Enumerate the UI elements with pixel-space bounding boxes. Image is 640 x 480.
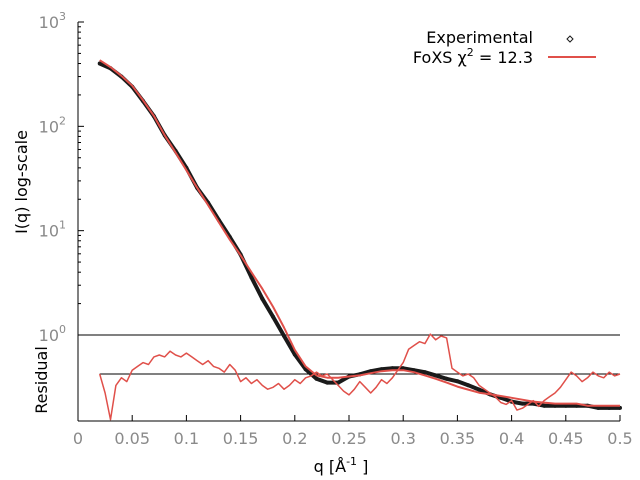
experimental-point [553, 403, 557, 408]
legend-fit-prefix: FoXS χ [413, 48, 467, 67]
experimental-point [271, 314, 276, 319]
legend-fit-sup: 2 [467, 46, 474, 59]
y-tick-exponent: 0 [59, 323, 66, 336]
y-tick-base: 10 [39, 13, 59, 32]
fit-curve [99, 59, 620, 407]
experimental-point [292, 352, 297, 357]
y-tick-base: 10 [39, 117, 59, 136]
x-axis-label: q [Å-1 ] [314, 455, 369, 476]
experimental-point [542, 403, 547, 408]
x-tick-label: 0.45 [548, 429, 584, 448]
experimental-point [314, 376, 319, 381]
y-tick-exponent: 1 [59, 219, 66, 232]
legend: Experimental FoXS χ2 = 12.3 [413, 28, 596, 67]
x-tick-label: 0.4 [499, 429, 524, 448]
x-tick-label: 0.3 [390, 429, 415, 448]
axes [77, 21, 621, 422]
experimental-point [477, 387, 482, 392]
experimental-point [520, 401, 525, 406]
x-tick-label: 0.5 [607, 429, 632, 448]
experimental-point [607, 405, 612, 410]
y-tick-base: 10 [39, 326, 59, 345]
experimental-point [260, 296, 265, 301]
x-tick-label: 0.35 [440, 429, 476, 448]
residual-curve [98, 333, 621, 421]
y-tick-base: 10 [39, 222, 59, 241]
legend-fit-label: FoXS χ2 = 12.3 [413, 46, 533, 67]
legend-experimental-marker [566, 35, 574, 43]
x-tick-label: 0.05 [114, 429, 150, 448]
x-axis-label-main: q [Å [314, 457, 346, 476]
experimental-point [433, 373, 438, 378]
x-tick-label: 0 [73, 429, 83, 448]
y-tick-exponent: 2 [59, 114, 66, 127]
experimental-point [563, 403, 568, 408]
experimental-point [282, 333, 286, 338]
experimental-point [466, 383, 471, 388]
y-tick-label: 103 [39, 10, 66, 32]
x-tick-label: 0.15 [223, 429, 259, 448]
x-tick-label: 0.1 [174, 429, 199, 448]
experimental-point [422, 370, 427, 375]
experimental-point [249, 275, 254, 280]
experimental-point [97, 61, 102, 66]
series-layer [97, 59, 622, 421]
x-tick-label: 0.25 [331, 429, 367, 448]
y-axis-label: I(q) log-scale [12, 130, 31, 234]
y-tick-label: 102 [39, 114, 66, 136]
x-tick-label: 0.2 [282, 429, 307, 448]
y-tick-label: 101 [39, 219, 66, 241]
x-axis-label-sup: -1 [346, 455, 357, 468]
experimental-point [325, 380, 330, 385]
y-tick-label: 100 [39, 323, 66, 345]
experimental-point [618, 405, 622, 410]
residual-axis-label: Residual [32, 346, 51, 414]
legend-experimental-label: Experimental [426, 28, 533, 47]
legend-fit-suffix: = 12.3 [474, 48, 533, 67]
x-axis-label-end: ] [357, 457, 368, 476]
experimental-point [596, 405, 601, 410]
experimental-point [455, 379, 460, 384]
y-tick-exponent: 3 [59, 10, 66, 23]
experimental-point [444, 376, 449, 381]
tick-labels: 0 0.05 0.1 0.15 0.2 0.25 0.3 0.35 0.4 0.45 0.51001… [39, 10, 633, 448]
